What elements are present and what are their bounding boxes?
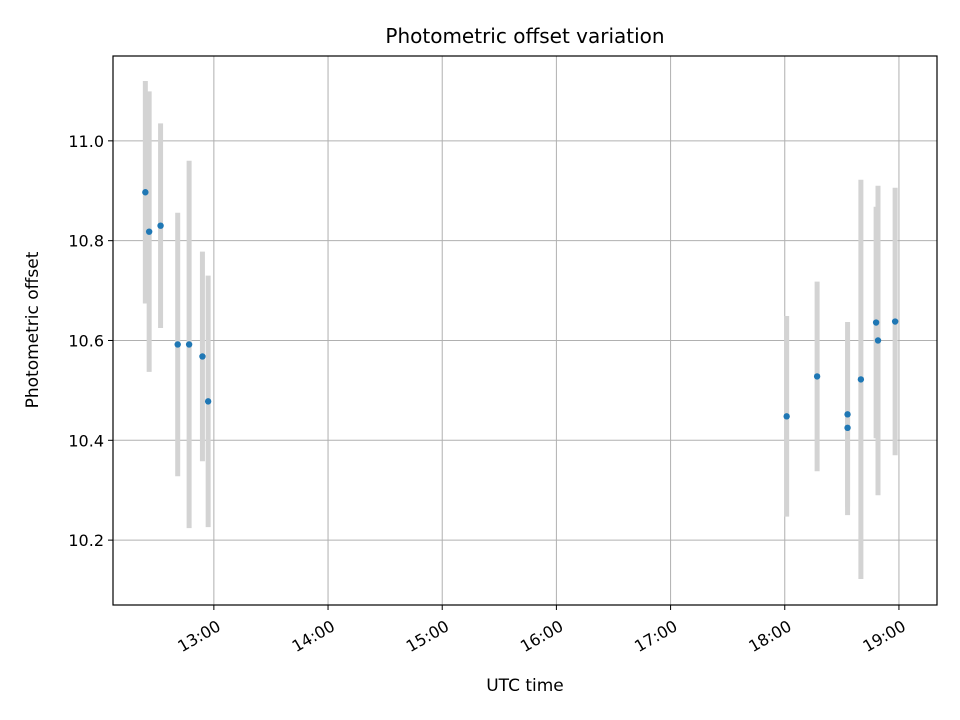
- data-point: [204, 398, 212, 405]
- x-axis-label: UTC time: [486, 676, 564, 696]
- y-tick-label: 10.6: [68, 331, 104, 350]
- grid-lines: [113, 56, 937, 605]
- data-point: [872, 319, 880, 326]
- data-point: [185, 341, 193, 348]
- data-point: [145, 228, 153, 235]
- y-tick-label: 10.2: [68, 531, 104, 550]
- y-axis-label: Photometric offset: [23, 251, 43, 408]
- data-point: [844, 411, 851, 418]
- data-point: [174, 341, 181, 348]
- data-point: [142, 189, 149, 196]
- data-points: [142, 189, 899, 432]
- y-tick-label: 11.0: [68, 132, 104, 151]
- data-point: [813, 373, 821, 380]
- plot-frame: [112, 55, 938, 606]
- data-point: [783, 413, 790, 420]
- y-tick-label: 10.4: [68, 431, 104, 450]
- y-tick-label: 10.8: [68, 232, 104, 251]
- data-point: [857, 376, 865, 383]
- data-point: [199, 353, 206, 360]
- data-point: [891, 318, 899, 325]
- data-point: [157, 222, 164, 229]
- data-point: [874, 337, 882, 344]
- y-axis-ticks: 10.2 10.4 10.6 10.8 11.0: [68, 132, 113, 550]
- data-point: [844, 424, 851, 432]
- chart-title: Photometric offset variation: [385, 24, 664, 48]
